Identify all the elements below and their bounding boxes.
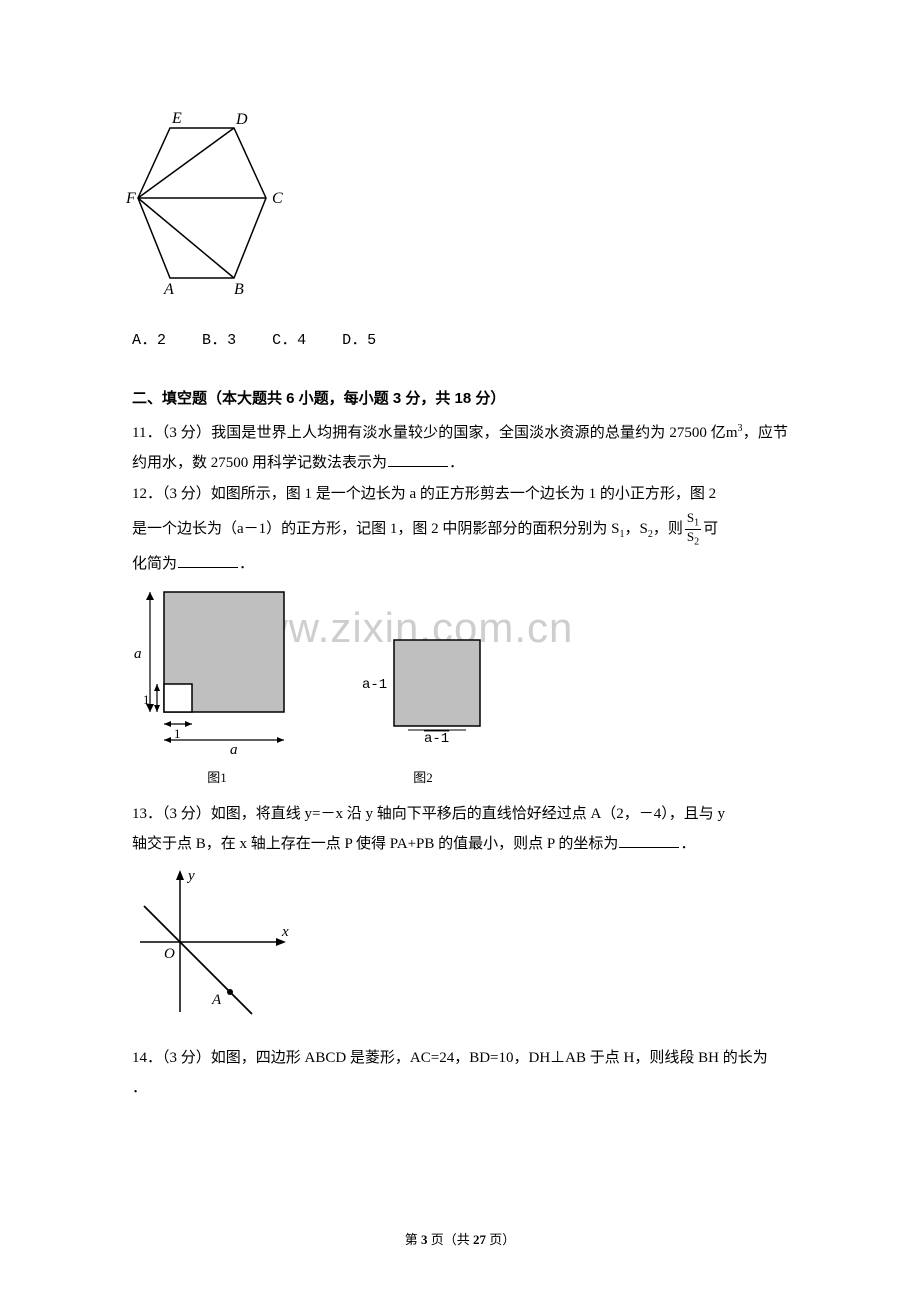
option-d[interactable]: D．5 — [342, 332, 377, 349]
option-b[interactable]: B．3 — [202, 332, 237, 349]
fig1-caption: 图1 — [132, 766, 302, 791]
q14-line1: 14．（3 分）如图，四边形 ABCD 是菱形，AC=24，BD=10，DH⊥A… — [132, 1043, 788, 1074]
svg-text:a-1: a-1 — [362, 677, 387, 693]
q14-line2: ． — [132, 1073, 788, 1104]
svg-text:A: A — [163, 281, 174, 298]
svg-text:x: x — [281, 924, 289, 940]
q12-figure-2: a-1 a-1 图2 — [358, 624, 488, 791]
q13-diagram: y x O A — [132, 864, 788, 1035]
option-a[interactable]: A．2 — [132, 332, 167, 349]
question-12: 12．（3 分）如图所示，图 1 是一个边长为 a 的正方形剪去一个边长为 1 … — [132, 479, 788, 580]
hexagon-svg: E D C B A F — [126, 108, 286, 298]
section-2-header: 二、填空题（本大题共 6 小题，每小题 3 分，共 18 分） — [132, 385, 788, 414]
svg-text:F: F — [126, 190, 136, 207]
q13-line1: 13．（3 分）如图，将直线 y=－x 沿 y 轴向下平移后的直线恰好经过点 A… — [132, 799, 788, 830]
answer-options: A．2 B．3 C．4 D．5 — [132, 327, 788, 356]
hexagon-diagram: E D C B A F — [126, 108, 788, 309]
question-14: 14．（3 分）如图，四边形 ABCD 是菱形，AC=24，BD=10，DH⊥A… — [132, 1043, 788, 1105]
svg-text:1: 1 — [174, 726, 181, 741]
q12-fraction: S1S2 — [685, 511, 701, 548]
svg-text:D: D — [235, 111, 248, 128]
svg-text:A: A — [211, 992, 222, 1008]
question-11: 11．（3 分）我国是世界上人均拥有淡水量较少的国家，全国淡水资源的总量约为 2… — [132, 418, 788, 480]
q11-blank — [388, 453, 448, 467]
fig2-caption: 图2 — [358, 766, 488, 791]
q12-diagrams: a 1 1 a 图1 a-1 — [132, 584, 788, 791]
q13-line2: 轴交于点 B，在 x 轴上存在一点 P 使得 PA+PB 的值最小，则点 P 的… — [132, 829, 788, 860]
page-content: E D C B A F A．2 B．3 C．4 D．5 二、填空题（本大题共 6… — [0, 0, 920, 1104]
svg-text:1: 1 — [143, 692, 150, 707]
q12-figure-1: a 1 1 a 图1 — [132, 584, 302, 791]
q12-line2: 是一个边长为（a－1）的正方形，记图 1，图 2 中阴影部分的面积分别为 S1，… — [132, 510, 788, 549]
svg-text:a-1: a-1 — [424, 731, 449, 747]
q12-blank — [178, 554, 238, 568]
svg-text:E: E — [171, 110, 182, 127]
svg-text:O: O — [164, 946, 175, 962]
svg-text:y: y — [186, 868, 195, 884]
svg-text:B: B — [234, 281, 244, 298]
svg-text:a: a — [230, 742, 238, 754]
option-c[interactable]: C．4 — [272, 332, 307, 349]
q11-text-3: ． — [449, 455, 464, 471]
q11-text-1: 11．（3 分）我国是世界上人均拥有淡水量较少的国家，全国淡水资源的总量约为 2… — [132, 425, 738, 441]
svg-text:C: C — [272, 190, 283, 207]
q12-line3: 化简为． — [132, 549, 788, 580]
q13-blank — [619, 834, 679, 848]
q12-line1: 12．（3 分）如图所示，图 1 是一个边长为 a 的正方形剪去一个边长为 1 … — [132, 479, 788, 510]
svg-text:a: a — [134, 646, 142, 662]
page-footer: 第 3 页（共 27 页） — [0, 1229, 920, 1248]
question-13: 13．（3 分）如图，将直线 y=－x 沿 y 轴向下平移后的直线恰好经过点 A… — [132, 799, 788, 861]
